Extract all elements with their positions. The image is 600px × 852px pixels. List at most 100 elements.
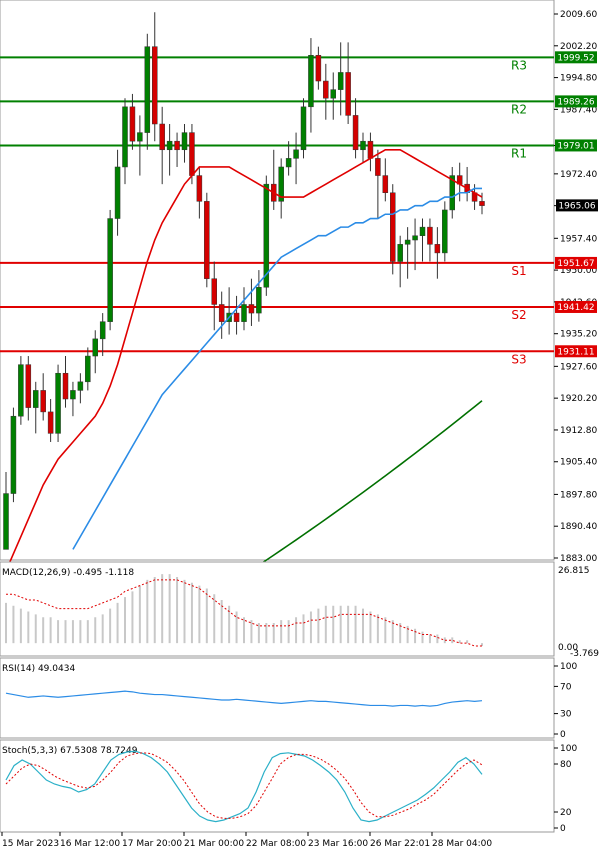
time-tick-label: 23 Mar 16:00: [308, 839, 368, 849]
candle-body: [233, 312, 240, 322]
rsi-tick-label: 100: [560, 662, 577, 672]
candle-body: [323, 80, 329, 99]
sma-mid-line: [72, 187, 482, 550]
price-tick-label: 2009.60: [560, 10, 597, 20]
price-axis: 2009.602002.201994.801987.401979.001972.…: [554, 10, 597, 564]
candle-body: [479, 201, 485, 206]
current-price-label: 1965.06: [558, 201, 595, 211]
level-value-label: 1951.67: [557, 259, 594, 269]
time-tick-label: 26 Mar 22:01: [370, 839, 430, 849]
candle-body: [159, 123, 165, 151]
level-value-box: [555, 300, 597, 313]
level-value-box: [555, 345, 597, 358]
level-value-box: [555, 95, 597, 108]
price-tick-label: 1987.40: [560, 105, 597, 115]
candle-body: [211, 278, 217, 305]
candle-body: [25, 364, 32, 408]
candle-body: [129, 106, 136, 142]
price-tick-label: 1972.40: [560, 170, 597, 180]
level-value-label: 1999.52: [557, 53, 594, 63]
candle-body: [256, 287, 262, 314]
candle-body: [397, 244, 403, 262]
candle-body: [345, 72, 351, 116]
candle-body: [412, 235, 418, 241]
candle-body: [55, 372, 61, 434]
candle-body: [390, 192, 396, 262]
stoch-axis: 100 80 20 0: [554, 744, 577, 834]
candle-body: [375, 158, 381, 176]
price-tick-label: 2002.20: [560, 42, 597, 52]
time-tick-label: 17 Mar 20:00: [122, 839, 182, 849]
candle-body: [107, 218, 113, 322]
rsi-panel-frame: [0, 657, 555, 739]
candle-body: [114, 166, 121, 219]
price-tick-label: 1890.40: [560, 522, 597, 532]
rsi-label: RSI(14) 49.0434: [2, 664, 75, 674]
level-name-r1: R1: [511, 146, 527, 160]
candle-body: [204, 201, 210, 279]
stoch-marks: [5, 750, 483, 823]
support-resistance-levels: R3 1999.52 R2 1989.26 R1 1979.01 S1 1951.67 S2 19…: [0, 51, 597, 366]
candle-body: [189, 132, 195, 176]
price-tick-label: 1912.80: [560, 426, 597, 436]
macd-panel: MACD(12,26,9) -0.495 -1.118 26.815 0.00 …: [0, 561, 599, 659]
candle-body: [181, 132, 188, 151]
candle-body: [449, 175, 455, 211]
candle-body: [40, 390, 46, 413]
sma-slow-line: [250, 400, 483, 571]
candle-body: [218, 304, 225, 322]
candle-body: [315, 55, 322, 82]
stoch-k-line: [5, 750, 483, 823]
candle-body: [442, 209, 448, 254]
candle-body: [99, 321, 106, 340]
price-panel: 2009.602002.201994.801987.401979.001972.…: [0, 0, 598, 572]
candle-body: [137, 132, 143, 142]
candle-body: [404, 239, 411, 245]
rsi-panel: RSI(14) 49.0434 100 70 30 0: [0, 657, 577, 740]
price-tick-label: 1920.20: [560, 394, 597, 404]
candle-body: [419, 226, 426, 236]
candle-body: [337, 72, 344, 90]
time-tick-label: 22 Mar 08:00: [246, 839, 306, 849]
candle-body: [367, 140, 374, 159]
level-name-s1: S1: [511, 264, 526, 278]
price-tick-label: 1950.00: [560, 266, 597, 276]
candle-body: [3, 493, 9, 550]
candle-body: [85, 355, 91, 383]
candle-body: [382, 175, 389, 194]
rsi-tick-label: 70: [560, 682, 572, 692]
price-tick-label: 1935.20: [560, 330, 597, 340]
candle-body: [285, 158, 292, 168]
level-value-box: [555, 139, 597, 152]
price-tick-label: 1957.40: [560, 234, 597, 244]
macd-label: MACD(12,26,9) -0.495 -1.118: [2, 568, 134, 578]
price-tick-label: 1897.80: [560, 490, 597, 500]
candle-body: [293, 149, 299, 159]
candle-body: [278, 166, 284, 202]
rsi-marks: [5, 690, 483, 707]
candle-body: [92, 338, 98, 357]
macd-bottom-tick: -3.769: [570, 649, 599, 659]
candle-body: [360, 140, 366, 151]
stoch-tick-label: 20: [560, 808, 572, 818]
time-tick-label: 16 Mar 12:00: [60, 839, 120, 849]
level-name-s2: S2: [511, 308, 526, 322]
level-name-r3: R3: [511, 58, 527, 72]
level-value-label: 1989.26: [557, 97, 594, 107]
moving-averages: [5, 148, 483, 572]
candle-body: [18, 364, 24, 417]
macd-marks: [5, 574, 483, 647]
level-value-label: 1941.42: [557, 303, 594, 313]
candle-body: [300, 106, 307, 151]
candle-body: [263, 183, 270, 288]
time-axis: 15 Mar 2023 16 Mar 12:00 17 Mar 20:00 21 Ma…: [1, 832, 492, 849]
rsi-axis: 100 70 30 0: [554, 662, 577, 740]
price-tick-label: 1994.80: [560, 74, 597, 84]
rsi-tick-label: 0: [560, 730, 566, 740]
candle-body: [248, 304, 255, 314]
level-value-label: 1931.11: [557, 347, 594, 357]
candle-body: [427, 226, 433, 245]
macd-panel-frame: [0, 561, 555, 657]
candle-body: [330, 89, 336, 99]
